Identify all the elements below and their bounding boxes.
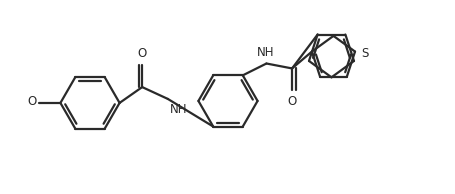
- Text: NH: NH: [169, 103, 187, 116]
- Text: O: O: [27, 95, 37, 108]
- Text: O: O: [287, 95, 296, 108]
- Text: NH: NH: [256, 46, 273, 59]
- Text: O: O: [137, 48, 147, 61]
- Text: S: S: [360, 47, 368, 60]
